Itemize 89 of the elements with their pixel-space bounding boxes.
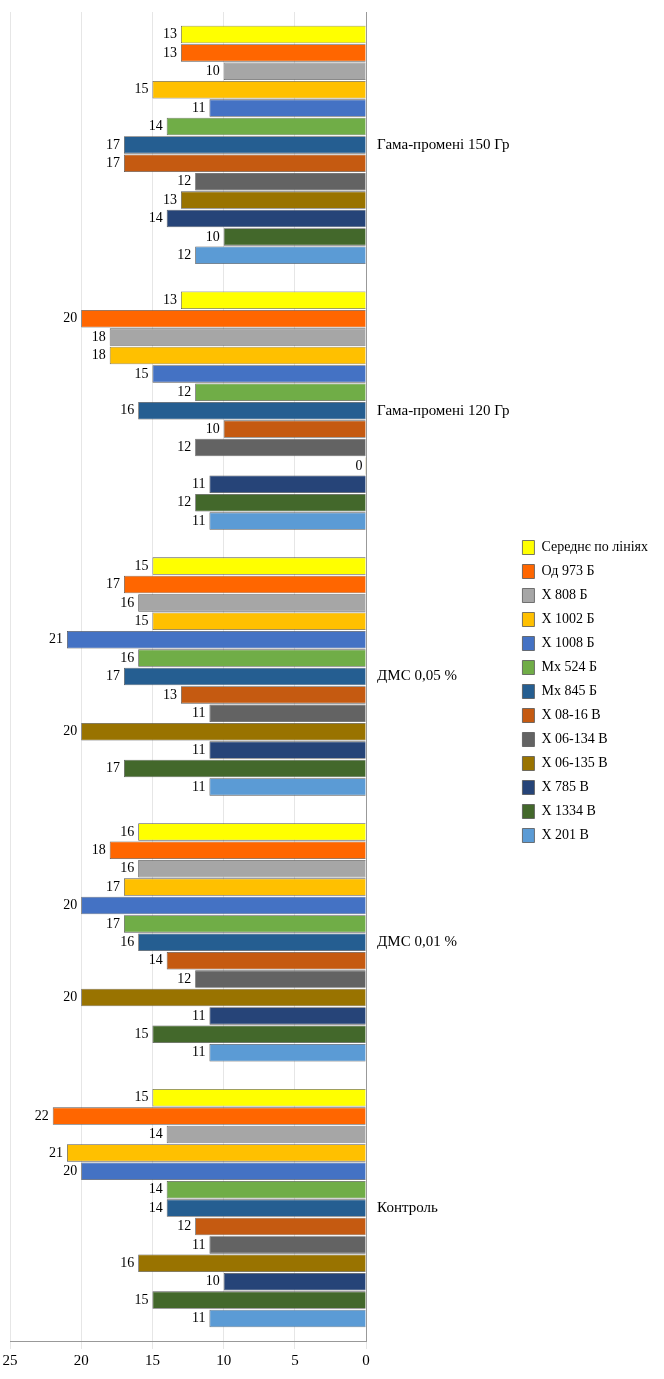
data-label: 14 <box>148 1199 163 1215</box>
data-label: 18 <box>91 841 106 857</box>
y-tick-label: ДМС 0,01 % <box>377 933 457 950</box>
data-label: 17 <box>105 668 120 684</box>
data-label: 12 <box>177 494 192 510</box>
data-label: 11 <box>191 512 206 528</box>
data-label: 10 <box>205 62 220 78</box>
data-label: 17 <box>105 576 120 592</box>
data-label: 22 <box>34 1107 49 1123</box>
data-label: 14 <box>148 1126 163 1142</box>
data-label: 12 <box>177 439 192 455</box>
data-label: 13 <box>162 291 177 307</box>
data-label: 16 <box>120 402 135 418</box>
data-label: 17 <box>105 760 120 776</box>
data-label: 16 <box>120 823 135 839</box>
legend-label: Х 201 В <box>541 827 589 843</box>
data-label: 17 <box>105 878 120 894</box>
data-label: 21 <box>48 1144 63 1160</box>
data-label: 15 <box>134 365 149 381</box>
data-label: 17 <box>105 136 120 152</box>
data-label: 18 <box>91 328 106 344</box>
legend-label: Х 06-135 В <box>541 755 608 771</box>
data-label: 13 <box>162 191 177 207</box>
data-label: 16 <box>120 860 135 876</box>
data-label: 12 <box>177 970 192 986</box>
data-label: 10 <box>205 420 220 436</box>
y-tick-label: Гама-промені 150 Гр <box>377 135 510 152</box>
data-label: 11 <box>191 1310 206 1326</box>
data-label: 13 <box>162 686 177 702</box>
data-label: 15 <box>134 1025 149 1041</box>
legend-label: Х 06-134 В <box>541 731 608 747</box>
data-label: 11 <box>191 1044 206 1060</box>
legend-label: Х 1334 В <box>541 803 596 819</box>
data-label: 12 <box>177 1218 192 1234</box>
legend-label: Мх 524 Б <box>541 659 597 675</box>
data-label: 20 <box>63 989 78 1005</box>
data-label: 15 <box>134 81 149 97</box>
y-tick-label: ДМС 0,05 % <box>377 667 457 684</box>
data-label: 20 <box>63 310 78 326</box>
data-label: 16 <box>120 1254 135 1270</box>
data-label: 21 <box>48 631 63 647</box>
x-tick-label: 15 <box>144 1351 160 1368</box>
data-label: 0 <box>355 457 363 473</box>
data-label: 15 <box>134 1089 149 1105</box>
data-label: 16 <box>120 649 135 665</box>
data-label: 11 <box>191 1236 206 1252</box>
data-label: 14 <box>148 210 163 226</box>
legend-label: Х 1008 Б <box>541 635 595 651</box>
y-tick-label: Гама-промені 120 Гр <box>377 401 510 418</box>
legend-label: Х 785 В <box>541 779 589 795</box>
data-label: 10 <box>205 228 220 244</box>
data-label: 11 <box>191 741 206 757</box>
data-label: 17 <box>105 154 120 170</box>
data-label: 20 <box>63 897 78 913</box>
data-label: 17 <box>105 915 120 931</box>
legend-label: Середнє по лініях <box>541 539 649 555</box>
data-label: 18 <box>91 347 106 363</box>
x-tick-label: 25 <box>2 1351 18 1368</box>
data-label: 11 <box>191 1007 206 1023</box>
data-label: 13 <box>162 26 177 42</box>
data-label: 13 <box>162 44 177 60</box>
data-label: 20 <box>63 1162 78 1178</box>
data-label: 15 <box>134 557 149 573</box>
x-tick-label: 20 <box>73 1351 89 1368</box>
x-tick-label: 0 <box>362 1351 370 1368</box>
data-label: 16 <box>120 594 135 610</box>
data-label: 12 <box>177 383 192 399</box>
x-tick-label: 10 <box>216 1351 232 1368</box>
data-label: 11 <box>191 704 206 720</box>
data-label: 14 <box>148 1181 163 1197</box>
legend-label: Х 808 Б <box>541 587 588 603</box>
data-label: 11 <box>191 778 206 794</box>
y-tick-label: Контроль <box>377 1199 438 1216</box>
legend-label: Од 973 Б <box>541 563 595 579</box>
data-label: 15 <box>134 612 149 628</box>
data-label: 14 <box>148 952 163 968</box>
legend-label: Х 08-16 В <box>541 707 601 723</box>
data-label: 14 <box>148 118 163 134</box>
data-label: 10 <box>205 1273 220 1289</box>
legend-label: Мх 845 Б <box>541 683 597 699</box>
data-label: 11 <box>191 475 206 491</box>
data-label: 15 <box>134 1291 149 1307</box>
x-tick-label: 5 <box>291 1351 299 1368</box>
data-label: 16 <box>120 933 135 949</box>
data-label: 12 <box>177 246 192 262</box>
data-label: 12 <box>177 173 192 189</box>
data-label: 20 <box>63 723 78 739</box>
legend-label: Х 1002 Б <box>541 611 595 627</box>
data-label: 11 <box>191 99 206 115</box>
